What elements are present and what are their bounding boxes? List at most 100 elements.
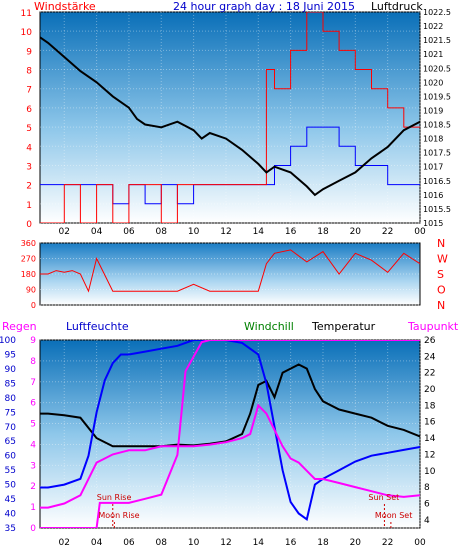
direction-tick-label: 270: [21, 255, 36, 264]
wind-speed-line: [40, 12, 420, 223]
wind-speed-tick-label: 10: [21, 28, 33, 38]
annotation-label: Moon Set: [375, 511, 412, 520]
pressure-tick-label: 1018: [423, 135, 443, 144]
rain-axis: 0 1 2 3 4 5 6 7 8 9: [30, 336, 36, 534]
rain-tick-label: 1: [30, 503, 36, 513]
direction-tick-label: 0: [31, 301, 36, 310]
x-tick-label: 16: [285, 538, 297, 548]
temperature-tick-label: 8: [424, 483, 430, 493]
pressure-tick-label: 1017: [423, 163, 443, 172]
rain-tick-label: 8: [30, 357, 36, 367]
pressure-tick-label: 1019: [423, 106, 443, 115]
temperature-tick-label: 18: [424, 401, 436, 411]
dewpoint-line: [40, 403, 420, 509]
sun-moon-annotations: Sun Rise Moon Rise Sun Set Moon Set: [97, 493, 412, 528]
pressure-tick-label: 1022: [423, 22, 443, 31]
x-tick-label: 12: [220, 538, 231, 548]
wind-speed-tick-label: 8: [26, 67, 32, 77]
annotation-label: Sun Rise: [97, 493, 132, 502]
humidity-tick-label: 85: [5, 379, 16, 389]
temperature-tick-label: 22: [424, 369, 435, 379]
wind-speed-tick-label: 6: [26, 105, 32, 115]
humidity-tick-label: 65: [5, 437, 16, 447]
wind-speed-tick-label: 9: [26, 47, 32, 57]
wind-pressure-series: [40, 12, 420, 223]
rain-tick-label: 5: [30, 420, 36, 430]
direction-tick-label: 180: [21, 270, 36, 279]
x-tick-label: 14: [253, 538, 265, 548]
x-tick-label: 16: [285, 227, 297, 237]
pressure-tick-label: 1021: [423, 50, 443, 59]
temperature-tick-label: 4: [424, 516, 430, 526]
rain-tick-label: 4: [30, 440, 36, 450]
rain-tick-label: 0: [30, 524, 36, 534]
wind-speed-tick-label: 4: [26, 143, 32, 153]
x-tick-label: 12: [220, 227, 231, 237]
wind-direction-line: [40, 249, 420, 293]
humidity-label: Luftfeuchte: [66, 320, 129, 333]
wind-speed-label: Windstärke: [34, 0, 96, 13]
humidity-axis: 35 40 45 50 55 60 65 70 75 80 85 90 95 100: [0, 336, 16, 534]
wind-pressure-plot-area: [39, 11, 421, 224]
rain-humidity-plot-area: [39, 339, 421, 529]
temperature-axis: 4 6 8 10 12 14 16 18 20 22 24 26: [424, 336, 436, 526]
rain-tick-label: 2: [30, 482, 36, 492]
rain-tick-label: 6: [30, 399, 36, 409]
dewpoint-label: Taupunkt: [407, 320, 459, 333]
rain-humidity-x-axis: 02 04 06 08 10 12 14 16 18 20 22 00: [59, 538, 426, 548]
rain-tick-label: 9: [30, 336, 36, 346]
temperature-line: [40, 363, 420, 448]
rain-tick-label: 3: [30, 461, 36, 471]
compass-label: S: [437, 268, 444, 281]
compass-label: N: [437, 237, 445, 250]
compass-label: O: [437, 284, 446, 297]
wind-direction-series: [40, 249, 420, 293]
x-tick-label: 08: [156, 227, 168, 237]
x-tick-label: 20: [350, 227, 362, 237]
rain-humidity-series: [40, 340, 420, 528]
humidity-tick-label: 75: [5, 408, 16, 418]
rain-line: [40, 340, 420, 528]
wind-speed-axis: 0 1 2 3 4 5 6 7 8 9 10 11: [21, 9, 33, 230]
x-tick-label: 06: [123, 227, 135, 237]
direction-tick-label: 90: [26, 286, 36, 295]
humidity-tick-label: 100: [0, 336, 16, 346]
x-tick-label: 14: [253, 227, 265, 237]
humidity-tick-label: 70: [5, 423, 17, 433]
x-tick-label: 04: [91, 538, 103, 548]
temperature-tick-label: 16: [424, 418, 436, 428]
annotation-label: Moon Rise: [98, 511, 139, 520]
temperature-tick-label: 26: [424, 336, 436, 346]
compass-label: N: [437, 299, 445, 312]
compass-label: W: [437, 253, 448, 266]
humidity-tick-label: 60: [5, 452, 17, 462]
rain-tick-label: 7: [30, 378, 36, 388]
wind-speed-tick-label: 7: [26, 86, 32, 96]
pressure-tick-label: 1015.5: [423, 205, 451, 214]
x-tick-label: 00: [414, 538, 426, 548]
humidity-tick-label: 95: [5, 350, 16, 360]
annotation-label: Sun Set: [368, 493, 399, 502]
wind-speed-tick-label: 2: [26, 182, 32, 192]
pressure-tick-label: 1022.5: [423, 8, 451, 17]
direction-tick-label: 360: [21, 239, 36, 248]
temperature-tick-label: 20: [424, 385, 436, 395]
pressure-axis: 1015 1015.5 1016 1016.5 1017 1017.5 1018 1018.5…: [423, 8, 451, 228]
pressure-tick-label: 1018.5: [423, 121, 451, 130]
x-tick-label: 10: [188, 538, 200, 548]
temperature-tick-label: 12: [424, 450, 435, 460]
temperature-label: Temperatur: [311, 320, 376, 333]
pressure-tick-label: 1016.5: [423, 177, 451, 186]
x-tick-label: 02: [59, 227, 70, 237]
rain-label: Regen: [2, 320, 37, 333]
humidity-tick-label: 35: [5, 524, 16, 534]
pressure-tick-label: 1015: [423, 219, 443, 228]
pressure-label: Luftdruck: [371, 0, 423, 13]
temperature-tick-label: 14: [424, 434, 436, 444]
wind-speed-tick-label: 11: [21, 9, 32, 19]
pressure-tick-label: 1019.5: [423, 92, 451, 101]
